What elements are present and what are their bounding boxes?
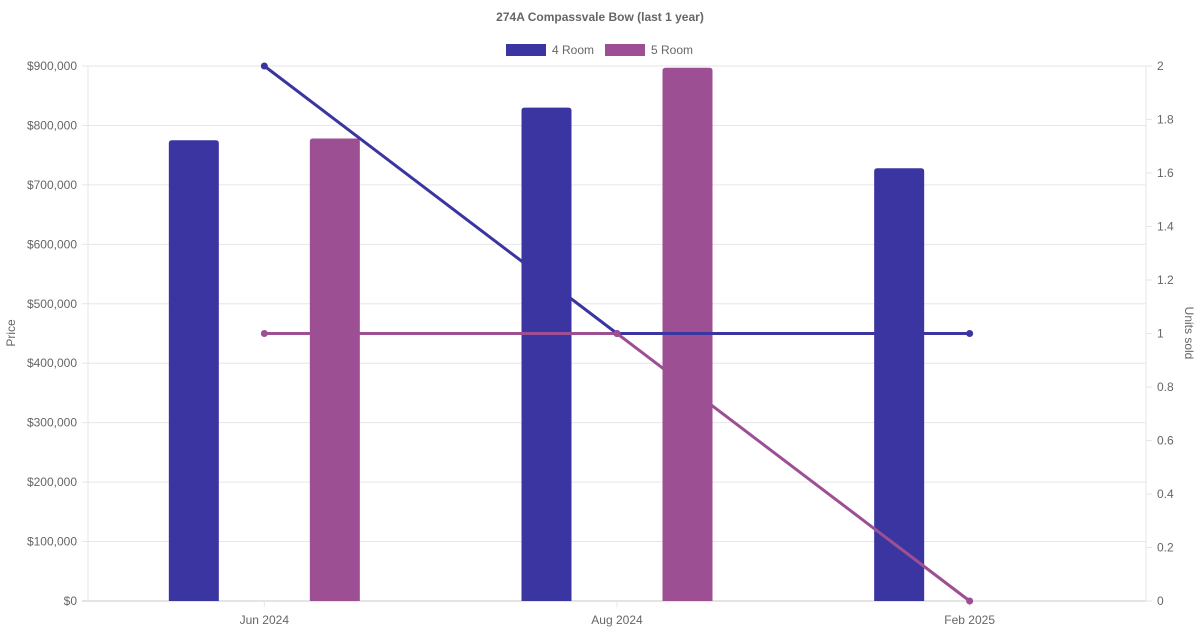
left-tick-label: $600,000 <box>27 237 77 251</box>
right-tick-label: 1.4 <box>1157 220 1174 234</box>
chart-title: 274A Compassvale Bow (last 1 year) <box>496 10 704 24</box>
bar-4-room[interactable] <box>874 168 925 601</box>
point-5-room[interactable] <box>260 330 268 337</box>
legend-label-5-room: 5 Room <box>651 43 693 57</box>
left-tick-label: $500,000 <box>27 297 77 311</box>
right-tick-label: 2 <box>1157 59 1164 73</box>
legend-swatch-4-room <box>506 44 546 56</box>
right-tick-label: 1 <box>1157 327 1164 341</box>
left-tick-label: $800,000 <box>27 118 77 132</box>
x-tick-label: Aug 2024 <box>591 613 643 627</box>
bar-5-room[interactable] <box>309 138 360 601</box>
left-axis-title: Price <box>4 319 18 347</box>
legend-swatch-5-room <box>605 44 645 56</box>
right-tick-label: 0.6 <box>1157 434 1174 448</box>
right-tick-label: 0.8 <box>1157 380 1174 394</box>
legend: 4 Room 5 Room <box>506 43 693 57</box>
legend-label-4-room: 4 Room <box>552 43 594 57</box>
right-axis-ticks: 0 0.2 0.4 0.6 0.8 1 1.2 1.4 1.6 1.8 2 <box>1157 59 1174 608</box>
gridlines <box>82 65 1152 607</box>
right-axis-title: Units sold <box>1182 307 1196 360</box>
right-tick-label: 0.4 <box>1157 487 1174 501</box>
right-tick-label: 1.8 <box>1157 113 1174 127</box>
left-axis-ticks: $0 $100,000 $200,000 $300,000 $400,000 $500,0… <box>27 59 77 608</box>
right-tick-label: 1.6 <box>1157 166 1174 180</box>
point-5-room[interactable] <box>613 330 621 337</box>
legend-item-4-room[interactable]: 4 Room <box>506 43 594 57</box>
left-tick-label: $200,000 <box>27 475 77 489</box>
point-5-room[interactable] <box>966 597 974 605</box>
line-5-room <box>264 332 971 603</box>
x-axis-ticks: Jun 2024 Aug 2024 Feb 2025 <box>240 613 996 627</box>
price-bars <box>168 67 925 602</box>
left-tick-label: $700,000 <box>27 178 77 192</box>
right-tick-label: 0 <box>1157 594 1164 608</box>
left-tick-label: $0 <box>64 594 78 608</box>
point-4-room[interactable] <box>260 62 268 70</box>
left-tick-label: $100,000 <box>27 535 77 549</box>
x-tick-label: Jun 2024 <box>240 613 290 627</box>
bar-4-room[interactable] <box>521 107 572 601</box>
left-tick-label: $900,000 <box>27 59 77 73</box>
legend-item-5-room[interactable]: 5 Room <box>605 43 693 57</box>
bar-4-room[interactable] <box>168 140 219 602</box>
x-tick-label: Feb 2025 <box>944 613 995 627</box>
right-tick-label: 1.2 <box>1157 273 1174 287</box>
left-tick-label: $400,000 <box>27 356 77 370</box>
left-tick-label: $300,000 <box>27 416 77 430</box>
line-4-room <box>263 64 970 335</box>
point-4-room[interactable] <box>966 330 974 337</box>
right-tick-label: 0.2 <box>1157 541 1174 555</box>
units-points <box>260 62 974 605</box>
